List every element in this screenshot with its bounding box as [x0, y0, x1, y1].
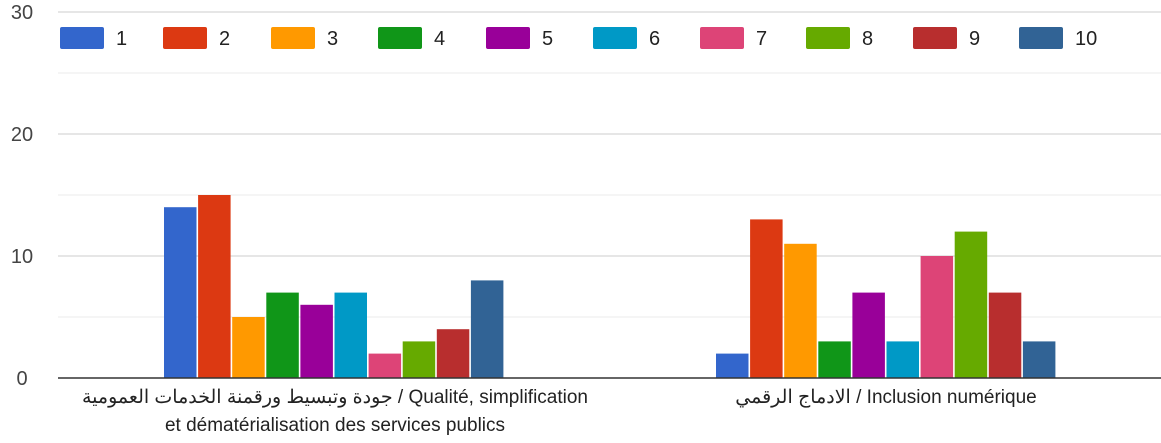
legend-swatch [60, 27, 104, 49]
y-tick-label: 0 [16, 368, 27, 390]
legend-swatch [913, 27, 957, 49]
legend: 1 2 3 4 5 6 7 8 9 10 [60, 27, 1097, 50]
legend-label: 8 [862, 28, 873, 50]
legend-label: 9 [969, 28, 980, 50]
bar [368, 353, 402, 378]
bar [954, 231, 988, 378]
legend-label: 4 [434, 28, 445, 50]
bar [470, 280, 504, 378]
y-tick-label: 20 [11, 124, 33, 146]
y-tick-label: 30 [11, 2, 33, 24]
y-axis: 0 10 20 30 [11, 2, 33, 390]
bar [266, 292, 299, 378]
legend-label: 1 [116, 28, 127, 50]
bar [920, 256, 954, 378]
bar [164, 207, 197, 378]
legend-item: 1 [60, 27, 127, 50]
legend-swatch [271, 27, 315, 49]
legend-swatch [486, 27, 530, 49]
x-axis: جودة وتبسيط ورقمنة الخدمات العمومية / Qu… [82, 387, 1037, 436]
bar [716, 353, 749, 378]
bar [750, 219, 783, 378]
bar [818, 341, 851, 378]
legend-swatch [378, 27, 422, 49]
bar [436, 329, 470, 378]
legend-item: 10 [1019, 27, 1097, 50]
bar [784, 243, 817, 378]
bar [402, 341, 436, 378]
legend-swatch [593, 27, 637, 49]
legend-item: 9 [913, 27, 980, 50]
legend-label: 7 [756, 28, 767, 50]
bar [232, 317, 265, 378]
bar [334, 292, 367, 378]
bars [58, 195, 1161, 379]
category-label: الادماج الرقمي / Inclusion numérique [735, 387, 1036, 408]
legend-item: 8 [806, 27, 873, 50]
legend-swatch [1019, 27, 1063, 49]
legend-item: 7 [700, 27, 767, 50]
bar [852, 292, 885, 378]
category-label: جودة وتبسيط ورقمنة الخدمات العمومية / Qu… [82, 387, 588, 408]
legend-swatch [700, 27, 744, 49]
bar [198, 195, 231, 378]
legend-label: 10 [1075, 28, 1097, 50]
legend-swatch [163, 27, 207, 49]
category-label: et dématérialisation des services public… [165, 415, 505, 436]
legend-label: 3 [327, 28, 338, 50]
legend-label: 5 [542, 28, 553, 50]
bar [300, 304, 333, 378]
legend-label: 2 [219, 28, 230, 50]
legend-item: 6 [593, 27, 660, 50]
legend-item: 3 [271, 27, 338, 50]
legend-item: 2 [163, 27, 230, 50]
legend-item: 5 [486, 27, 553, 50]
legend-label: 6 [649, 28, 660, 50]
y-tick-label: 10 [11, 246, 33, 268]
legend-swatch [806, 27, 850, 49]
legend-item: 4 [378, 27, 445, 50]
bar [886, 341, 919, 378]
bar [1022, 341, 1056, 378]
bar [988, 292, 1022, 378]
